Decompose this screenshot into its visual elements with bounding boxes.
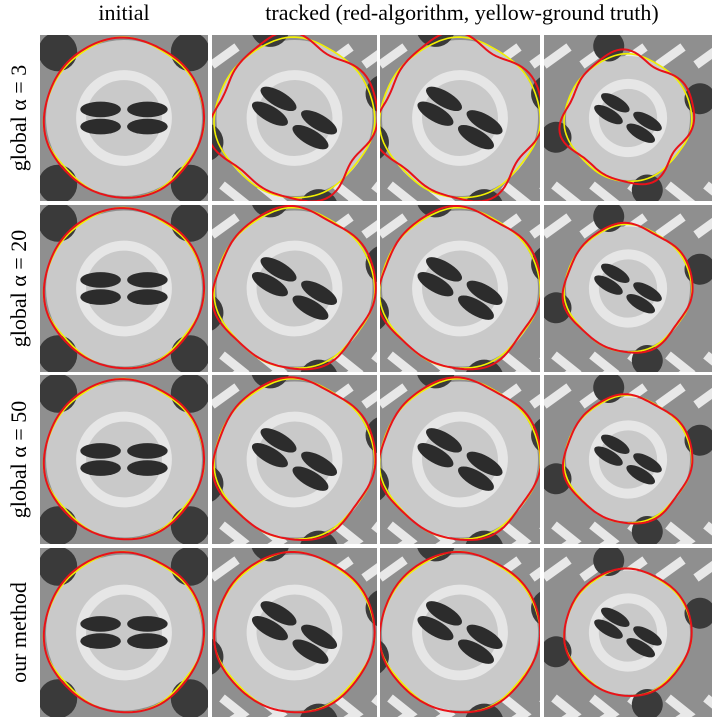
core-blob [127, 289, 168, 305]
corner-blob [171, 32, 210, 71]
core-blob [80, 272, 121, 288]
image-cell [38, 203, 210, 375]
corner-blob [38, 165, 77, 204]
core-blob [80, 289, 121, 305]
core-blob [80, 633, 121, 649]
core-blob [80, 119, 121, 135]
image-cell [38, 374, 210, 546]
core-blob [80, 616, 121, 632]
object [343, 515, 577, 717]
corner-blob [38, 679, 77, 717]
corner-blob [171, 547, 210, 586]
core-blob [127, 102, 168, 118]
image-cell [38, 547, 210, 717]
core-blob [127, 460, 168, 476]
row-label: our method [6, 582, 31, 683]
corner-blob [38, 335, 77, 374]
corner-blob [38, 32, 77, 71]
corner-blob [171, 374, 210, 413]
corner-blob [38, 547, 77, 586]
image-cell [38, 32, 210, 204]
object [38, 547, 210, 717]
corner-blob [171, 165, 210, 204]
core-blob [80, 460, 121, 476]
figure: initial tracked (red-algorithm, yellow-g… [0, 0, 712, 717]
row-label: global α = 50 [6, 401, 31, 518]
core-blob [127, 119, 168, 135]
column-header: tracked (red-algorithm, yellow-ground tr… [265, 0, 658, 25]
corner-blob [38, 506, 77, 545]
corner-blob [171, 679, 210, 717]
corner-blob [38, 203, 77, 242]
core-blob [127, 272, 168, 288]
row-label: global α = 3 [6, 65, 31, 171]
object [38, 203, 210, 375]
core-blob [80, 443, 121, 459]
core-blob [80, 102, 121, 118]
corner-blob [38, 374, 77, 413]
corner-blob [171, 335, 210, 374]
object [38, 32, 210, 204]
corner-blob [171, 506, 210, 545]
core-blob [127, 633, 168, 649]
core-blob [127, 443, 168, 459]
core-blob [127, 616, 168, 632]
column-header: initial [98, 0, 149, 25]
corner-blob [171, 203, 210, 242]
object [38, 374, 210, 546]
row-label: global α = 20 [6, 230, 31, 347]
